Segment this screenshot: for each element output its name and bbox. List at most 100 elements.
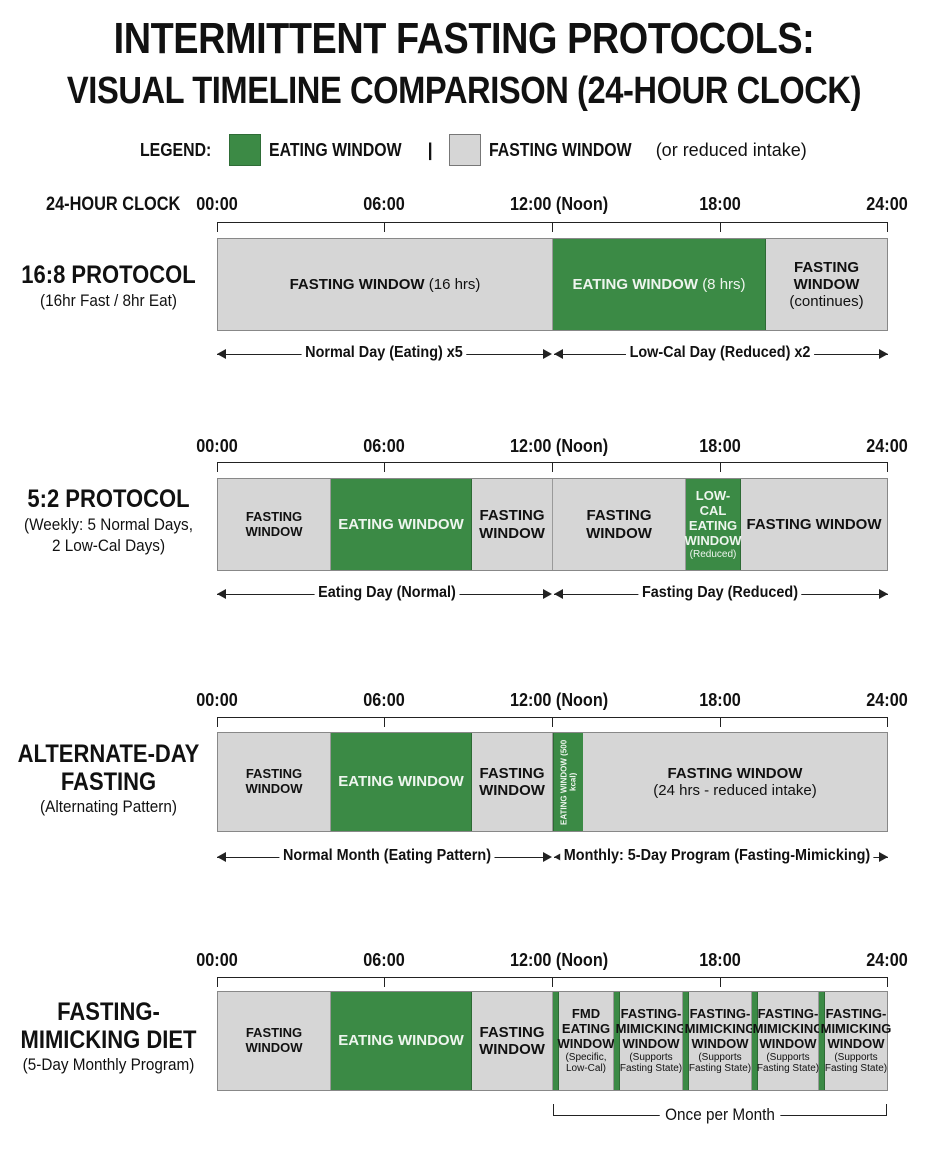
- tick-label: 12:00 (Noon): [510, 194, 609, 214]
- reduced-eating-segment: EATING WINDOW (500 kcal): [553, 733, 583, 831]
- axis-tick: [720, 977, 721, 987]
- fasting-segment: FASTING WINDOW (24 hrs - reduced intake): [583, 733, 887, 831]
- arrow-label: Normal Day (Eating) x5: [301, 344, 467, 362]
- eating-swatch: [229, 134, 261, 166]
- fasting-segment: FASTING WINDOW: [472, 992, 553, 1090]
- tick-label: 12:00 (Noon): [510, 690, 609, 710]
- page-subtitle: VISUAL TIMELINE COMPARISON (24-HOUR CLOC…: [66, 70, 862, 112]
- fasting-segment: FASTING WINDOW (continues): [766, 239, 887, 330]
- axis-tick: [887, 222, 888, 232]
- tick-label: 00:00: [196, 950, 238, 970]
- axis-tick: [720, 462, 721, 472]
- segment-label: MIMICKING: [615, 1021, 687, 1037]
- legend-fasting-label: FASTING WINDOW: [488, 139, 632, 160]
- fasting-mimicking-segment: FASTING- MIMICKING WINDOW (Supports Fasting …: [616, 992, 686, 1090]
- fmd-day-marker: [752, 992, 758, 1090]
- legend-separator: |: [427, 139, 433, 160]
- arrow-head-right: [879, 349, 888, 359]
- fasting-segment: FASTING WINDOW: [472, 479, 553, 570]
- axis-tick: [217, 462, 218, 472]
- segment-label: FASTING WINDOW: [793, 258, 860, 293]
- segment-label: WINDOW: [827, 1035, 885, 1051]
- segment-label: FASTING-: [689, 1006, 751, 1022]
- segment-label: EATING WINDOW: [572, 275, 699, 293]
- fasting-swatch: [448, 134, 481, 166]
- axis-tick: [720, 222, 721, 232]
- segment-label: LOW-CAL: [695, 487, 731, 518]
- tick-label: 24:00: [866, 194, 908, 214]
- legend-eating-label: EATING WINDOW: [269, 139, 402, 160]
- legend-fasting-note: (or reduced intake): [655, 139, 807, 160]
- legend: LEGEND: EATING WINDOW | FASTING WINDOW (…: [140, 134, 807, 166]
- arrow-label: Eating Day (Normal): [314, 584, 460, 602]
- segment-note: Fasting State): [824, 1063, 888, 1075]
- segment-label: FASTING WINDOW: [289, 275, 425, 293]
- segment-note: (24 hrs - reduced intake): [653, 782, 817, 799]
- axis-tick: [217, 717, 218, 727]
- tick-label: 12:00 (Noon): [510, 950, 609, 970]
- protocol-label-alternate-day: ALTERNATE-DAY FASTING (Alternating Patte…: [0, 740, 217, 817]
- segment-label: FASTING-: [620, 1006, 682, 1022]
- segment-label: MIMICKING: [684, 1021, 756, 1037]
- eating-segment: EATING WINDOW: [331, 479, 472, 570]
- segment-note: (16 hrs): [428, 275, 481, 293]
- axis-tick: [552, 462, 553, 472]
- arrow-label: Monthly: 5-Day Program (Fasting-Mimickin…: [560, 847, 874, 865]
- fasting-segment: FASTING WINDOW: [218, 992, 331, 1090]
- segment-label: FASTING: [479, 1023, 545, 1041]
- tick-label: 18:00: [699, 436, 741, 456]
- segment-note: (Specific,: [565, 1051, 607, 1063]
- segment-note: (Supports: [834, 1051, 878, 1063]
- segment-note: Fasting State): [619, 1063, 683, 1075]
- axis-tick: [217, 222, 218, 232]
- axis-tick: [887, 717, 888, 727]
- eating-segment: EATING WINDOW: [331, 733, 472, 831]
- segment-label: FMD: [571, 1006, 601, 1022]
- arrow-head-right: [543, 852, 552, 862]
- tick-label: 06:00: [363, 194, 405, 214]
- tick-label: 24:00: [866, 950, 908, 970]
- tick-label: 06:00: [363, 690, 405, 710]
- arrow-row: Eating Day (Normal) Fasting Day (Reduced…: [217, 584, 888, 606]
- axis-tick: [384, 462, 385, 472]
- segment-label: FASTING WINDOW: [667, 764, 803, 782]
- axis-tick: [720, 717, 721, 727]
- fmd-eating-segment: FMD EATING WINDOW (Specific, Low-Cal): [557, 992, 615, 1090]
- tick-label: 24:00: [866, 690, 908, 710]
- timeline-bar-5-2: FASTING WINDOW EATING WINDOW FASTING WIND…: [217, 478, 888, 571]
- eating-segment: EATING WINDOW (8 hrs): [553, 239, 766, 330]
- protocol-label-16-8: 16:8 PROTOCOL (16hr Fast / 8hr Eat): [0, 261, 217, 311]
- segment-note: (Supports: [629, 1051, 673, 1063]
- segment-label: WINDOW: [622, 1035, 680, 1051]
- segment-label: WINDOW: [759, 1035, 817, 1051]
- tick-label: 18:00: [699, 950, 741, 970]
- page-title: INTERMITTENT FASTING PROTOCOLS:: [113, 14, 815, 63]
- protocol-subtitle: (Weekly: 5 Normal Days,: [24, 514, 193, 534]
- protocol-label-5-2: 5:2 PROTOCOL (Weekly: 5 Normal Days, 2 L…: [0, 485, 217, 556]
- fasting-segment: FASTING WINDOW: [218, 733, 331, 831]
- protocol-subtitle: 2 Low-Cal Days): [51, 535, 166, 555]
- fmd-day-marker: [683, 992, 689, 1090]
- fasting-mimicking-segment: FASTING- MIMICKING WINDOW (Supports Fasting …: [685, 992, 755, 1090]
- tick-label: 12:00 (Noon): [510, 436, 609, 456]
- segment-label: WINDOW: [684, 532, 742, 548]
- fasting-segment: FASTING WINDOW: [472, 733, 553, 831]
- arrow-head-right: [879, 589, 888, 599]
- arrow-head-right: [879, 852, 888, 862]
- timeline-bar-16-8: FASTING WINDOW (16 hrs) EATING WINDOW (8…: [217, 238, 888, 331]
- tick-label: 00:00: [196, 690, 238, 710]
- fasting-mimicking-segment: FASTING- MIMICKING WINDOW (Supports Fasting …: [753, 992, 823, 1090]
- protocol-subtitle: (16hr Fast / 8hr Eat): [40, 290, 177, 310]
- tick-label: 18:00: [699, 194, 741, 214]
- fasting-segment: FASTING WINDOW: [218, 479, 331, 570]
- segment-label: WINDOW: [557, 1035, 615, 1051]
- fasting-segment: FASTING WINDOW: [553, 479, 686, 570]
- segment-note: Fasting State): [756, 1063, 820, 1075]
- low-cal-eating-segment: LOW-CAL EATING WINDOW (Reduced): [684, 479, 742, 570]
- arrow-label: Fasting Day (Reduced): [638, 584, 802, 602]
- protocol-title: FASTING: [60, 767, 157, 796]
- segment-note: (Reduced): [689, 548, 737, 560]
- protocol-title: 5:2 PROTOCOL: [27, 485, 190, 513]
- segment-label: MIMICKING: [752, 1021, 824, 1037]
- eating-segment: EATING WINDOW: [331, 992, 472, 1090]
